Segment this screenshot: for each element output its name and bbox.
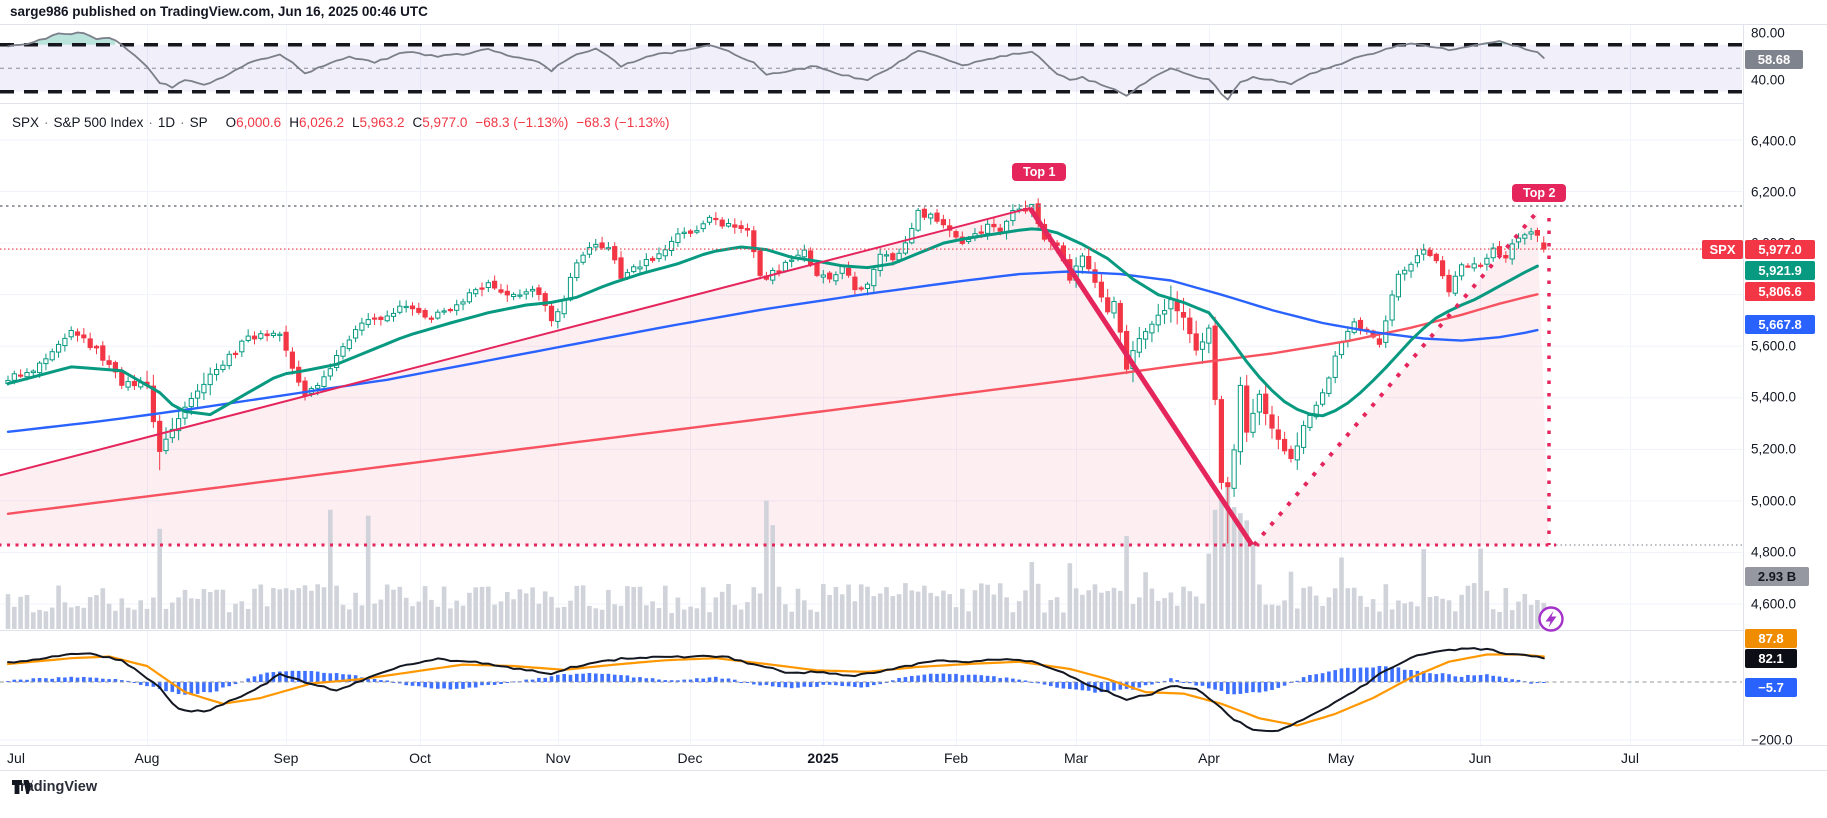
- ma-fast-badge: 5,921.9: [1745, 261, 1815, 280]
- time-axis-label: 2025: [807, 750, 839, 766]
- top1-annotation-badge[interactable]: Top 1: [1012, 163, 1067, 181]
- pattern-drawing-fill: [0, 208, 1549, 545]
- time-axis-label: Jun: [1468, 750, 1492, 766]
- symbol-legend[interactable]: SPX · S&P 500 Index · 1D · SP O6,000.6 H6,026.2 L…: [12, 115, 670, 130]
- lightning-icon[interactable]: [1538, 606, 1564, 632]
- ma-slow-line: [6, 293, 1539, 515]
- spx-ticker-badge: SPX: [1702, 240, 1743, 259]
- legend-open-label: O: [225, 115, 237, 130]
- legend-separator: ·: [148, 115, 153, 130]
- price-scale-label: 6,200.0: [1751, 184, 1797, 200]
- legend-description: S&P 500 Index: [53, 115, 144, 130]
- time-axis-label: Aug: [134, 750, 160, 766]
- price-scale-label: 80.00: [1751, 25, 1785, 41]
- price-scale-label: 4,600.0: [1751, 596, 1797, 612]
- legend-high-label: H: [289, 115, 299, 130]
- legend-high-value: 6,026.2: [298, 115, 344, 130]
- osc-hist-badge: −5.7: [1745, 678, 1797, 697]
- legend-interval: 1D: [157, 115, 176, 130]
- legend-separator: ·: [44, 115, 49, 130]
- time-axis-label: Mar: [1063, 750, 1089, 766]
- price-scale-label: 6,400.0: [1751, 133, 1797, 149]
- price-scale-label: 5,400.0: [1751, 389, 1797, 405]
- time-axis-label: May: [1327, 750, 1355, 766]
- tradingview-logo-icon: [12, 780, 33, 794]
- legend-open-value: 6,000.6: [236, 115, 282, 130]
- time-axis-label: Feb: [943, 750, 969, 766]
- time-axis-label: Sep: [273, 750, 299, 766]
- rsi-value-badge: 58.68: [1745, 50, 1803, 69]
- tradingview-logo-text: TradingView: [12, 779, 98, 795]
- time-axis-label: Oct: [409, 750, 431, 766]
- price-scale-label: 40.00: [1751, 72, 1785, 88]
- pane-separators: [0, 24, 1827, 771]
- legend-change: −68.3 (−1.13%): [475, 115, 569, 130]
- volume-value-badge: 2.93 B: [1745, 567, 1809, 586]
- ma-mid-badge: 5,667.8: [1745, 315, 1815, 334]
- price-scale-label: 5,000.0: [1751, 493, 1797, 509]
- top2-annotation-badge[interactable]: Top 2: [1512, 184, 1567, 202]
- legend-symbol: SPX: [12, 115, 40, 130]
- level-lines: [0, 205, 1742, 250]
- legend-separator: ·: [180, 115, 185, 130]
- legend-low-label: L: [351, 115, 360, 130]
- legend-close-value: 5,977.0: [422, 115, 468, 130]
- time-axis-label: Jul: [1621, 750, 1639, 766]
- time-axis-label: Jul: [7, 750, 25, 766]
- legend-close-label: C: [412, 115, 423, 130]
- legend-change-pct: −68.3 (−1.13%): [576, 115, 670, 130]
- time-axis-label: Apr: [1198, 750, 1220, 766]
- price-scale-label: 5,600.0: [1751, 338, 1797, 354]
- osc-line-badge: 82.1: [1745, 649, 1797, 668]
- volume-histogram: [5, 483, 1547, 629]
- osc-signal-badge: 87.8: [1745, 629, 1797, 648]
- ma-mid-line: [6, 270, 1539, 433]
- gridlines: [0, 25, 1742, 745]
- price-scale-label: 4,800.0: [1751, 544, 1797, 560]
- attribution-text: sarge986 published on TradingView.com, J…: [10, 4, 428, 19]
- legend-low-value: 5,963.2: [359, 115, 405, 130]
- price-scale-label: −200.0: [1751, 732, 1793, 748]
- legend-exchange: SP: [189, 115, 208, 130]
- time-axis-label: Dec: [677, 750, 703, 766]
- ma-slow-badge: 5,806.6: [1745, 282, 1815, 301]
- price-scale-label: 5,200.0: [1751, 441, 1797, 457]
- time-axis-label: Nov: [545, 750, 571, 766]
- ma-fast-line: [6, 227, 1539, 418]
- tradingview-logo[interactable]: TradingView: [12, 779, 97, 795]
- oscillator-pane: [0, 647, 1742, 733]
- pattern-drawing-lines: [0, 206, 1742, 547]
- spx-price-badge: 5,977.0: [1745, 240, 1815, 259]
- rsi-pane: [0, 31, 1742, 101]
